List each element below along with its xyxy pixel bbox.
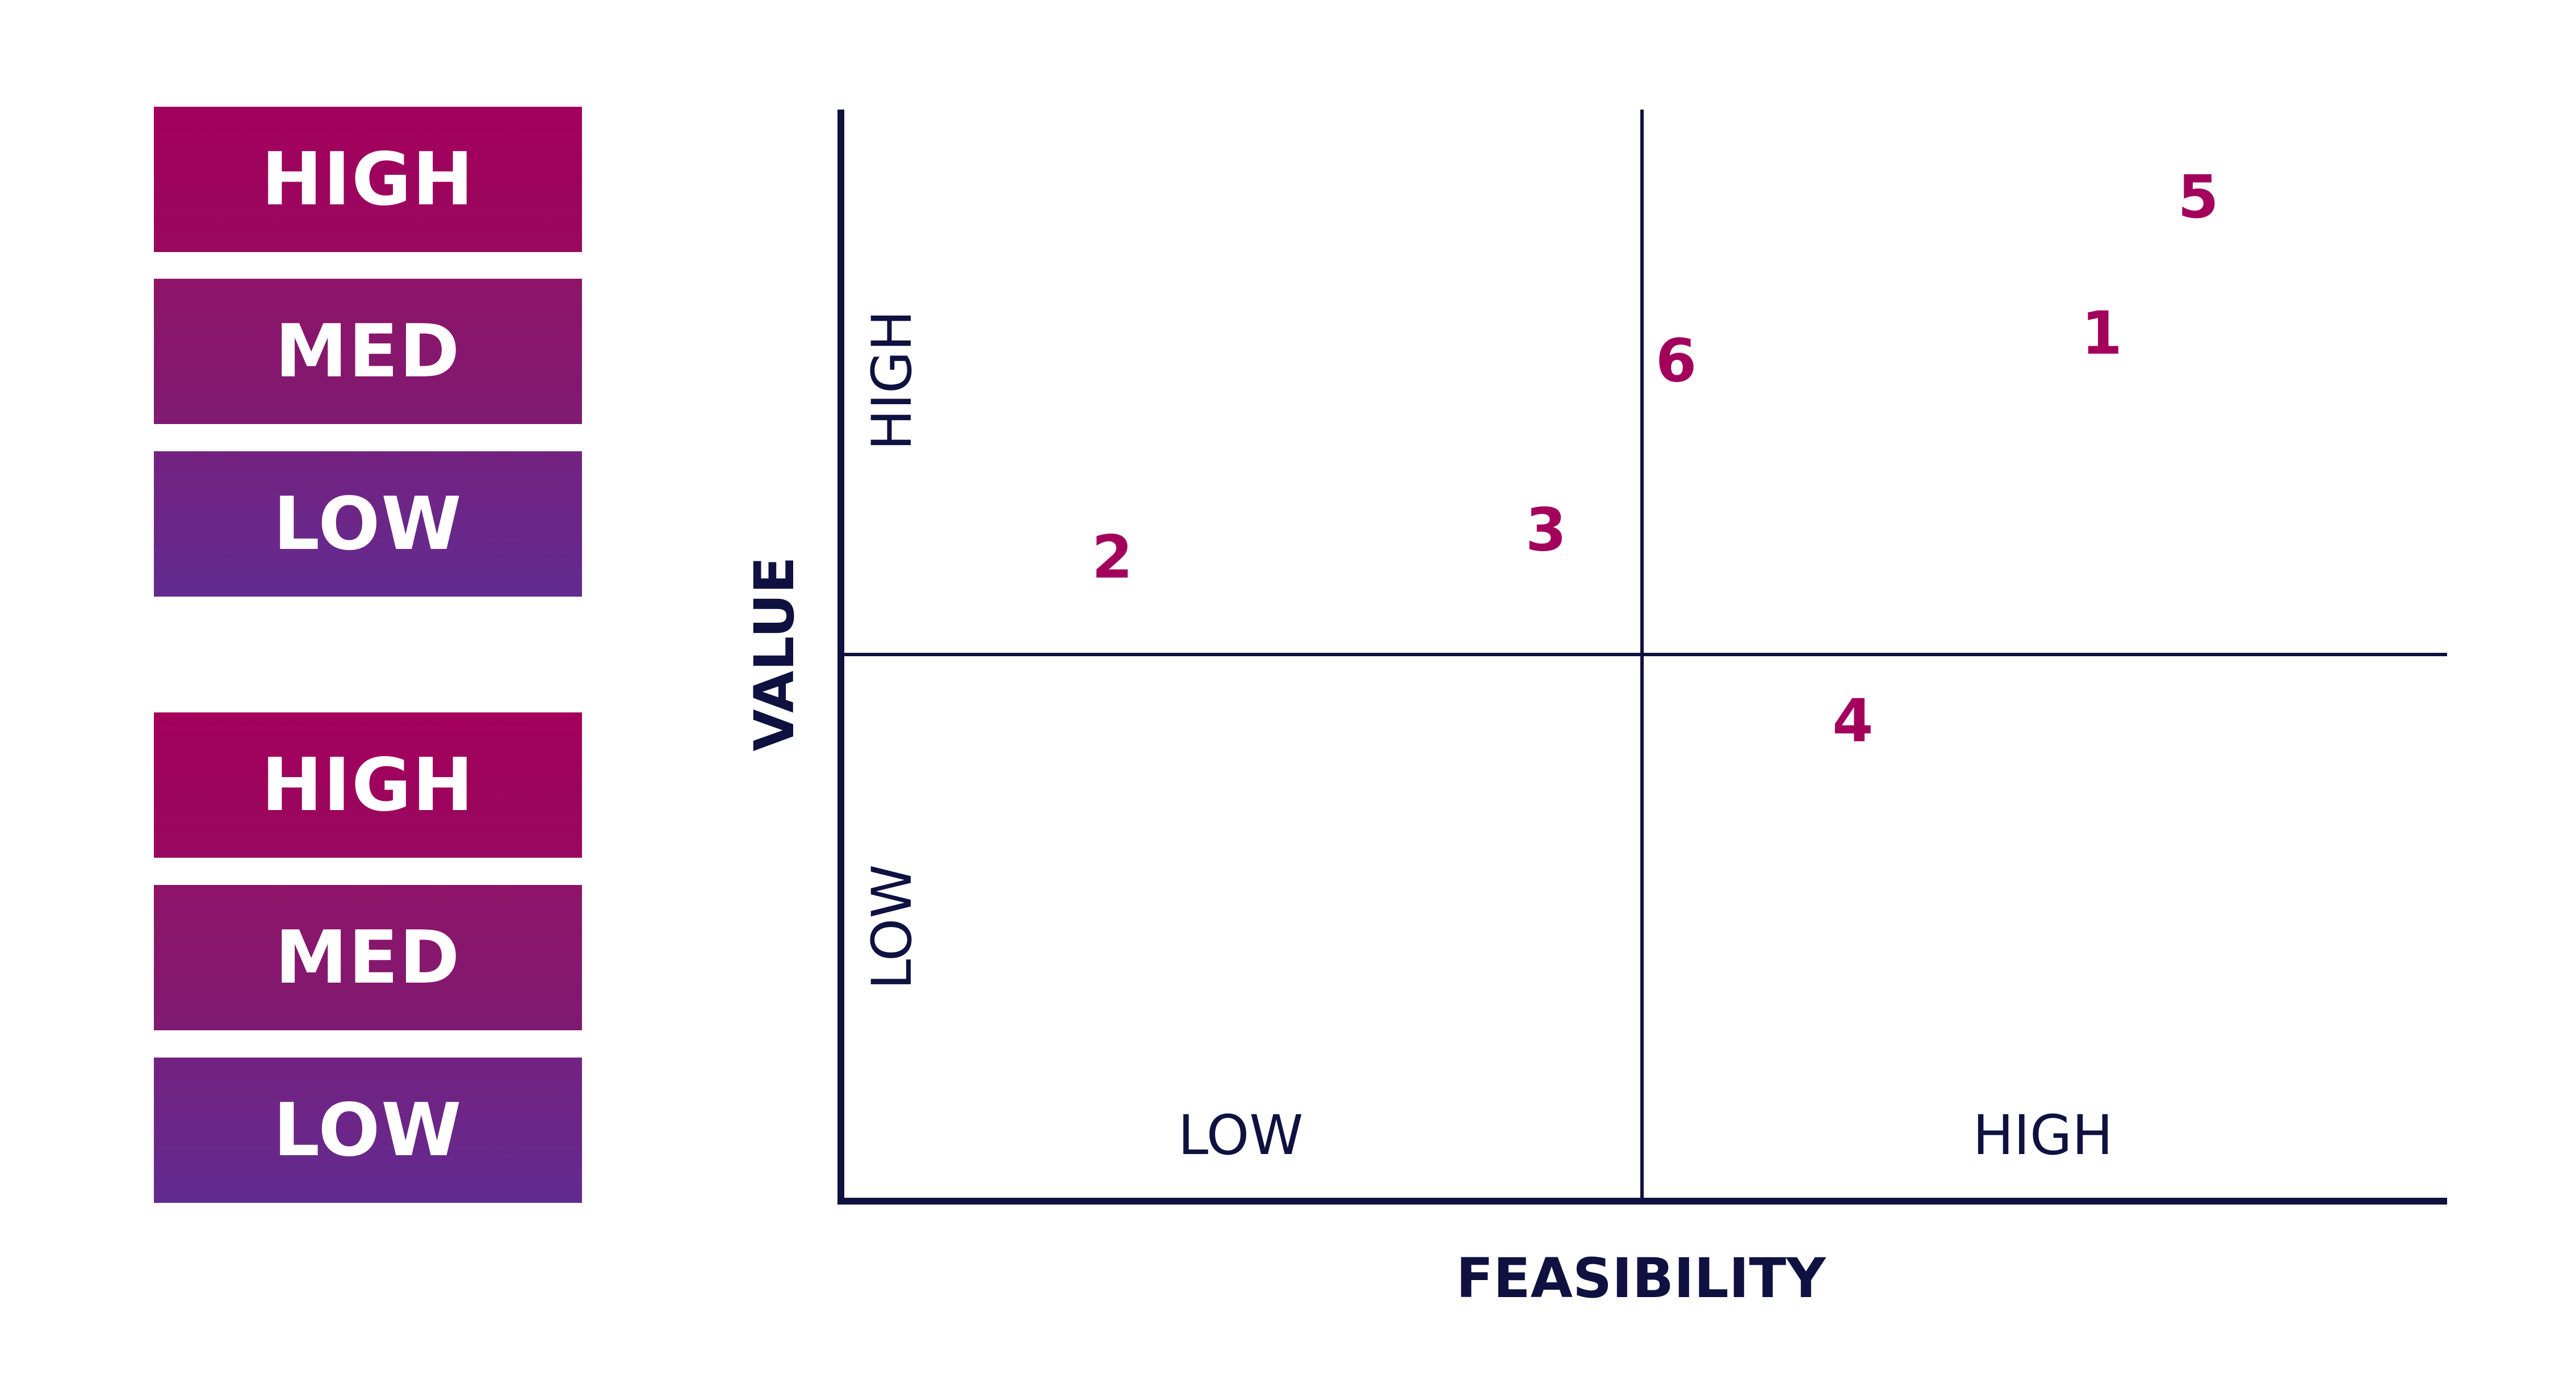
y-axis-line	[837, 110, 844, 1205]
y-low-label: LOW	[860, 864, 924, 990]
point-3: 3	[1526, 495, 1566, 564]
legend-low-label: LOW	[273, 481, 463, 567]
x-axis-line	[837, 1198, 2447, 1205]
legend-med-box: MED	[154, 885, 582, 1030]
legend-low-box: LOW	[154, 451, 582, 597]
legend-med-label: MED	[275, 915, 461, 1000]
point-2: 2	[1092, 522, 1133, 591]
x-high-label: HIGH	[1972, 1104, 2113, 1167]
legend-high-label: HIGH	[261, 137, 475, 222]
y-axis-title: VALUE	[743, 556, 806, 752]
y-high-label: HIGH	[860, 310, 924, 451]
legend-med-box: MED	[154, 279, 582, 424]
point-4: 4	[1832, 686, 1873, 756]
x-low-label: LOW	[1178, 1104, 1304, 1167]
legend-low-label: LOW	[273, 1088, 463, 1173]
legend-high-box: HIGH	[154, 107, 582, 252]
legend-high-label: HIGH	[261, 742, 475, 828]
horizontal-divider	[841, 653, 2447, 656]
point-6: 6	[1656, 326, 1697, 395]
point-1: 1	[2081, 299, 2122, 368]
x-axis-title: FEASIBILITY	[1456, 1247, 1826, 1310]
legend-low-box: LOW	[154, 1058, 582, 1203]
legend-high-box: HIGH	[154, 712, 582, 858]
point-5: 5	[2177, 162, 2218, 232]
legend-med-label: MED	[275, 309, 461, 394]
